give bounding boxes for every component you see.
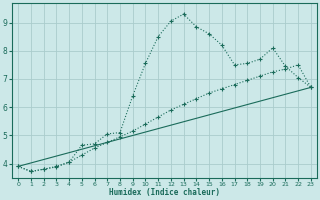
X-axis label: Humidex (Indice chaleur): Humidex (Indice chaleur) [109, 188, 220, 197]
